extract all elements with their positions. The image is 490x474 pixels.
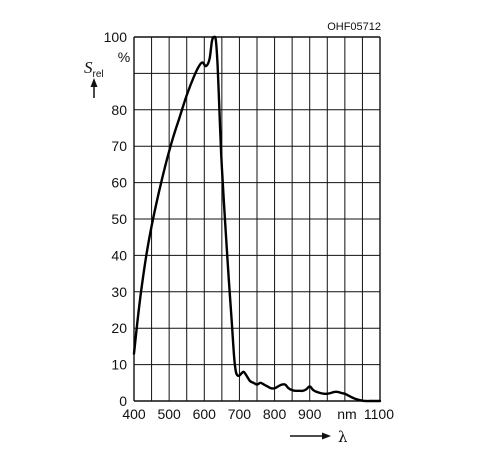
- y-tick-label: 60: [111, 175, 127, 191]
- y-tick-label: 0: [119, 393, 127, 409]
- y-unit-label: %: [118, 49, 130, 65]
- y-tick-label: 40: [111, 247, 127, 263]
- x-tick-label: 900: [298, 406, 322, 422]
- y-tick-label: 10: [111, 357, 127, 373]
- y-axis-subscript: rel: [93, 69, 104, 80]
- x-tick-label: 400: [122, 406, 146, 422]
- y-tick-label: 100: [104, 29, 128, 45]
- chart-code: OHF05712: [327, 21, 381, 33]
- x-axis-label: λ: [338, 428, 348, 446]
- y-axis-arrow: [90, 78, 98, 98]
- x-tick-label: 700: [228, 406, 252, 422]
- series-line: [132, 35, 382, 403]
- y-tick-label: 50: [111, 211, 127, 227]
- y-axis-label: Srel: [84, 58, 104, 80]
- y-tick-label: 30: [111, 284, 127, 300]
- x-axis-arrow: [290, 432, 331, 440]
- data-series: [132, 35, 382, 403]
- y-tick-label: 80: [111, 102, 127, 118]
- x-tick-label: 800: [263, 406, 287, 422]
- x-unit-label: nm: [337, 406, 356, 422]
- y-tick-label: 20: [111, 320, 127, 336]
- y-axis-symbol: S: [84, 58, 93, 77]
- grid: [133, 36, 381, 402]
- x-tick-label: 1100: [364, 406, 394, 422]
- x-tick-label: 500: [157, 406, 181, 422]
- tick-labels: 0 10 20 30 40 50 60 70 80 100 400 500 600 700 800 900 11…: [104, 29, 395, 422]
- y-tick-label: 70: [111, 138, 127, 154]
- x-tick-label: 600: [193, 406, 217, 422]
